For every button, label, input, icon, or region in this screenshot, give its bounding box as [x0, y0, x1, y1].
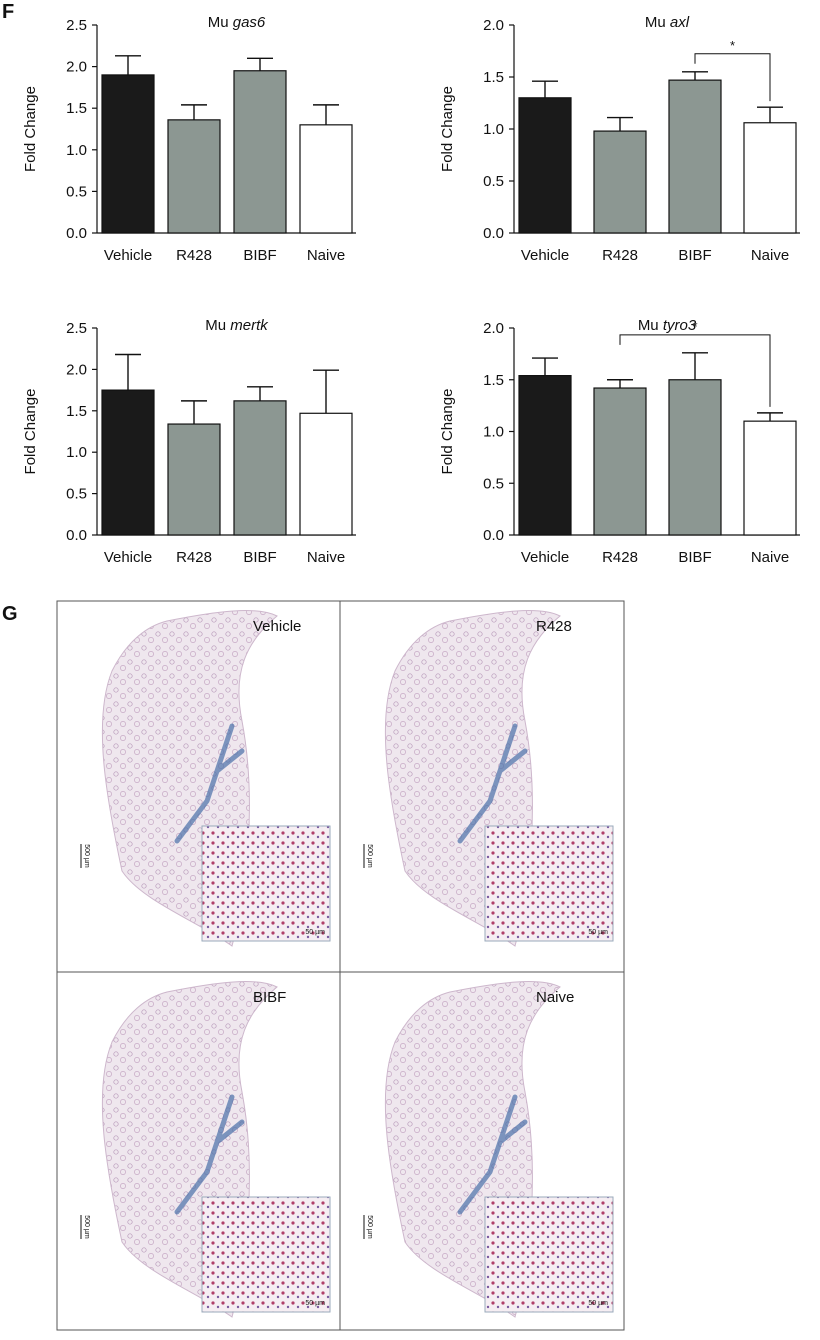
- significance-bracket: [694, 53, 771, 102]
- y-tick-label: 0.0: [483, 527, 504, 544]
- bar: [593, 387, 647, 536]
- chart-title: Mu mertk: [205, 317, 269, 334]
- chart-title: Mu tyro3: [638, 317, 697, 334]
- x-tick-label: Vehicle: [521, 549, 569, 566]
- significance-label: *: [692, 319, 697, 334]
- x-tick-label: Vehicle: [521, 247, 569, 264]
- title-text: Mu: [208, 14, 229, 31]
- y-tick-label: 2.0: [483, 17, 504, 34]
- image-label: Naive: [536, 989, 574, 1006]
- x-tick-label: Naive: [751, 549, 789, 566]
- x-tick-label: Naive: [307, 247, 345, 264]
- y-tick-label: 2.0: [66, 59, 87, 76]
- y-tick-label: 1.0: [66, 444, 87, 461]
- inset-image: [201, 825, 331, 942]
- panel-label: G: [2, 603, 18, 625]
- bar: [233, 400, 287, 536]
- x-tick-label: R428: [176, 549, 212, 566]
- x-tick-label: BIBF: [243, 549, 276, 566]
- y-tick-label: 0.5: [483, 475, 504, 492]
- image-label: Vehicle: [253, 618, 301, 635]
- x-tick-label: Vehicle: [104, 247, 152, 264]
- x-tick-label: R428: [602, 247, 638, 264]
- panel-label: F: [2, 1, 14, 23]
- y-axis-label: Fold Change: [439, 389, 456, 475]
- inset-scale-label: 50 µm: [305, 929, 325, 936]
- x-tick-label: Naive: [751, 247, 789, 264]
- bar: [167, 423, 221, 536]
- title-gene: axl: [670, 14, 690, 31]
- bar: [668, 379, 722, 536]
- chart-title: Mu gas6: [208, 14, 266, 31]
- significance-label: *: [730, 38, 735, 53]
- y-tick-label: 0.5: [66, 183, 87, 200]
- airway: [174, 1094, 245, 1215]
- image-label: R428: [536, 618, 572, 635]
- x-tick-label: Naive: [307, 549, 345, 566]
- bar: [593, 130, 647, 234]
- scale-label: 500 µm: [83, 844, 90, 868]
- y-axis-label: Fold Change: [22, 86, 39, 172]
- x-tick-label: R428: [176, 247, 212, 264]
- y-tick-label: 2.5: [66, 320, 87, 337]
- inset-image: [484, 1196, 614, 1313]
- bar: [101, 389, 155, 536]
- y-tick-label: 1.5: [483, 69, 504, 86]
- y-tick-label: 0.0: [483, 225, 504, 242]
- airway: [174, 723, 245, 844]
- x-tick-label: BIBF: [243, 247, 276, 264]
- y-tick-label: 2.0: [66, 361, 87, 378]
- y-tick-label: 0.0: [66, 225, 87, 242]
- bar: [518, 375, 572, 536]
- bar: [233, 70, 287, 234]
- y-tick-label: 1.0: [483, 424, 504, 441]
- bar: [299, 124, 353, 234]
- bar: [299, 412, 353, 536]
- x-tick-label: BIBF: [678, 247, 711, 264]
- title-gene: mertk: [230, 317, 269, 334]
- y-axis-label: Fold Change: [439, 86, 456, 172]
- x-tick-label: Vehicle: [104, 549, 152, 566]
- inset-scale-label: 50 µm: [588, 929, 608, 936]
- y-tick-label: 0.5: [483, 173, 504, 190]
- airway: [457, 723, 528, 844]
- title-gene: tyro3: [663, 317, 697, 334]
- title-text: Mu: [645, 14, 666, 31]
- title-text: Mu: [205, 317, 226, 334]
- significance-bracket: [619, 334, 771, 407]
- scale-label: 500 µm: [366, 1215, 373, 1239]
- title-text: Mu: [638, 317, 659, 334]
- title-gene: gas6: [233, 14, 266, 31]
- y-tick-label: 1.5: [483, 372, 504, 389]
- y-tick-label: 1.0: [483, 121, 504, 138]
- inset-scale-label: 50 µm: [588, 1300, 608, 1307]
- bar: [743, 420, 797, 536]
- image-label: BIBF: [253, 989, 286, 1006]
- chart-title: Mu axl: [645, 14, 690, 31]
- bar: [743, 122, 797, 234]
- y-tick-label: 1.0: [66, 142, 87, 159]
- inset-scale-label: 50 µm: [305, 1300, 325, 1307]
- bar: [668, 79, 722, 234]
- bar: [518, 97, 572, 234]
- bar: [101, 74, 155, 234]
- x-tick-label: R428: [602, 549, 638, 566]
- scale-label: 500 µm: [83, 1215, 90, 1239]
- inset-image: [484, 825, 614, 942]
- y-tick-label: 0.5: [66, 486, 87, 503]
- y-tick-label: 0.0: [66, 527, 87, 544]
- inset-image: [201, 1196, 331, 1313]
- bar: [167, 119, 221, 234]
- scale-label: 500 µm: [366, 844, 373, 868]
- y-tick-label: 2.0: [483, 320, 504, 337]
- y-tick-label: 1.5: [66, 403, 87, 420]
- x-tick-label: BIBF: [678, 549, 711, 566]
- airway: [457, 1094, 528, 1215]
- y-axis-label: Fold Change: [22, 389, 39, 475]
- y-tick-label: 1.5: [66, 100, 87, 117]
- y-tick-label: 2.5: [66, 17, 87, 34]
